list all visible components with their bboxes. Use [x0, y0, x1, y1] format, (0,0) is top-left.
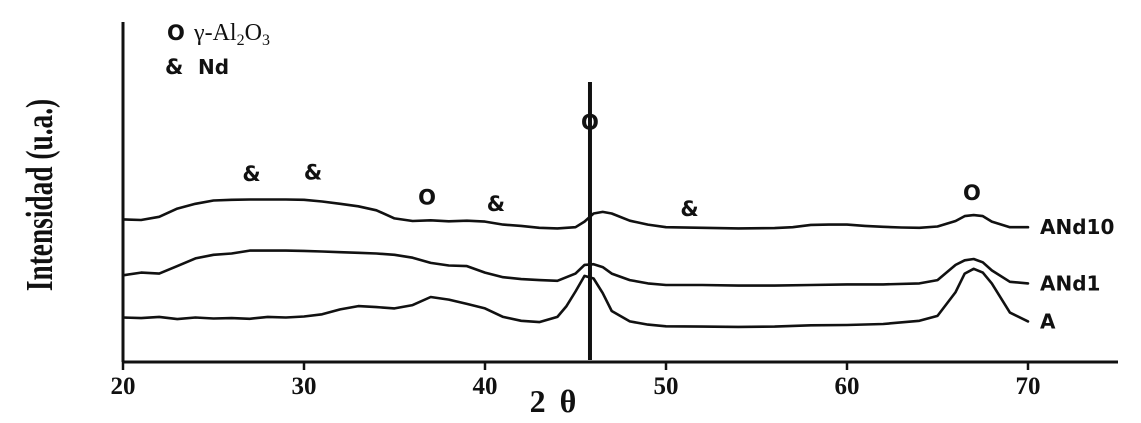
peak-annotations: & & O & O & O [242, 111, 980, 221]
x-tick-label-20: 20 [111, 373, 136, 400]
x-tick-labels: 20 30 40 50 60 70 [111, 373, 1041, 400]
series-label-a: A [1040, 309, 1056, 333]
annotation-nd-peak: & [242, 162, 260, 186]
legend: O γ-Al2O3 & Nd [165, 20, 270, 79]
x-tick-label-70: 70 [1016, 373, 1041, 400]
series-line-a [121, 267, 1030, 329]
x-tick-label-50: 50 [654, 373, 679, 400]
series-line-and10 [121, 198, 1030, 230]
y-axis-label: Intensidad (u.a.) [19, 99, 61, 291]
x-axis-label: 2θ [530, 383, 591, 419]
legend-symbol-alumina: O [167, 21, 185, 45]
series-line-and1 [121, 249, 1030, 287]
x-ticks [121, 362, 1030, 370]
series-layer [121, 198, 1030, 329]
x-tick-label-60: 60 [835, 373, 860, 400]
annotation-alumina-peak: O [581, 111, 599, 135]
x-tick-label-30: 30 [292, 373, 317, 400]
annotation-nd-peak: & [680, 197, 698, 221]
x-tick-label-40: 40 [473, 373, 498, 400]
legend-symbol-nd: & [165, 55, 183, 79]
annotation-nd-peak: & [304, 161, 322, 185]
legend-label-nd: Nd [198, 55, 229, 79]
annotation-alumina-peak: O [418, 186, 436, 210]
annotation-alumina-peak: O [963, 181, 981, 205]
series-label-and10: ANd10 [1040, 215, 1114, 239]
annotation-nd-peak: & [487, 192, 505, 216]
series-label-and1: ANd1 [1040, 271, 1100, 295]
series-labels: ANd10 ANd1 A [1040, 215, 1114, 333]
legend-label-alumina: γ-Al2O3 [193, 20, 270, 49]
